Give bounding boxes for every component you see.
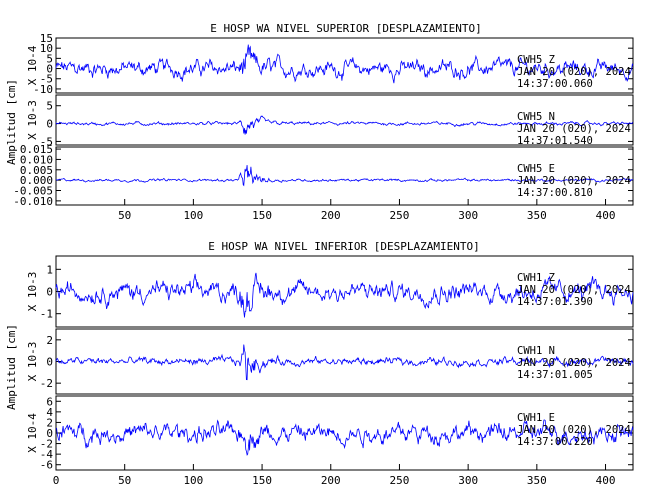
- y-tick-label: 0.000: [20, 174, 53, 187]
- y-tick-label: -10: [33, 83, 53, 96]
- x-tick-label: 250: [390, 474, 410, 487]
- time-label: 14:37:01.390: [517, 296, 593, 308]
- trace-line: [55, 272, 634, 318]
- trace-line: [55, 165, 634, 187]
- y-tick-label: 0.010: [20, 153, 53, 166]
- trace-line: [55, 44, 634, 84]
- x-tick-label: 300: [458, 209, 478, 222]
- station-label: CWH5 Z: [517, 54, 555, 66]
- date-label: JAN 20 (020), 2024: [517, 123, 631, 135]
- time-label: 14:37:01.540: [517, 135, 593, 147]
- panel-frame: [55, 94, 634, 146]
- station-label: CWH5 E: [517, 163, 555, 175]
- y-tick-label: 5: [46, 100, 53, 113]
- x-tick-label: 200: [321, 209, 341, 222]
- x-tick-label: 50: [118, 474, 131, 487]
- y-tick-label: 5: [46, 52, 53, 65]
- y-tick-label: 15: [40, 32, 53, 45]
- x-tick-label: 200: [321, 474, 341, 487]
- panel-frame: [55, 146, 634, 206]
- y-tick-label: 4: [46, 406, 53, 419]
- trace-line: [55, 344, 634, 381]
- y-tick-label: -6: [40, 459, 53, 472]
- y-tick-label: -0.005: [13, 185, 53, 198]
- trace-line: [55, 115, 634, 135]
- scale-label: X 10-3: [26, 272, 39, 312]
- time-label: 14:37:00.060: [517, 78, 593, 90]
- y-tick-label: -0.010: [13, 195, 53, 208]
- y-tick-label: -5: [40, 73, 53, 86]
- station-label: CWH5 N: [517, 111, 555, 123]
- y-tick-label: -4: [40, 448, 54, 461]
- y-tick-label: 0: [46, 63, 53, 76]
- y-tick-label: 0.005: [20, 164, 53, 177]
- date-label: JAN 20 (020), 2024: [517, 357, 631, 369]
- y-tick-label: 0: [46, 286, 53, 299]
- station-label: CWH1 N: [517, 345, 555, 357]
- y-tick-label: -5: [40, 135, 53, 148]
- y-tick-label: -2: [40, 438, 53, 451]
- bottom-chart-title: E HOSP WA NIVEL INFERIOR [DESPLAZAMIENTO…: [208, 240, 480, 253]
- scale-label: X 10-3: [26, 100, 39, 140]
- top-chart-title: E HOSP WA NIVEL SUPERIOR [DESPLAZAMIENTO…: [210, 22, 482, 35]
- panel-frame: [55, 37, 634, 94]
- scale-label: X 10-4: [26, 413, 39, 453]
- y-tick-label: 0: [46, 118, 53, 131]
- time-label: 14:37:01.005: [517, 369, 593, 381]
- y-tick-label: 2: [46, 334, 53, 347]
- y-tick-label: -1: [40, 308, 53, 321]
- x-tick-label: 150: [252, 474, 272, 487]
- y-tick-label: 1: [46, 263, 53, 276]
- x-tick-label: 400: [596, 474, 616, 487]
- top-y-axis-label: Amplitud [cm]: [5, 79, 18, 165]
- y-tick-label: 2: [46, 416, 53, 429]
- bottom-y-axis-label: Amplitud [cm]: [5, 324, 18, 410]
- scale-label: X 10-4: [26, 45, 39, 85]
- time-label: 14:37:00.220: [517, 436, 593, 448]
- x-tick-label: 50: [118, 209, 131, 222]
- station-label: CWH1 E: [517, 412, 555, 424]
- x-tick-label: 150: [252, 209, 272, 222]
- x-tick-label: 400: [596, 209, 616, 222]
- trace-line: [55, 419, 634, 456]
- station-label: CWH1 Z: [517, 272, 555, 284]
- x-tick-label: 300: [458, 474, 478, 487]
- date-label: JAN 20 (020), 2024: [517, 66, 631, 78]
- x-tick-label: 100: [183, 209, 203, 222]
- y-tick-label: 6: [46, 395, 53, 408]
- x-tick-label: 350: [527, 209, 547, 222]
- y-tick-label: 10: [40, 42, 53, 55]
- y-tick-label: -2: [40, 377, 53, 390]
- time-label: 14:37:00.810: [517, 187, 593, 199]
- y-tick-label: 0.015: [20, 143, 53, 156]
- x-tick-label: 100: [183, 474, 203, 487]
- scale-label: X 10-3: [26, 342, 39, 382]
- x-tick-label: 250: [390, 209, 410, 222]
- x-tick-label: 350: [527, 474, 547, 487]
- y-tick-label: 0: [46, 427, 53, 440]
- date-label: JAN 20 (020), 2024: [517, 424, 631, 436]
- date-label: JAN 20 (020), 2024: [517, 284, 631, 296]
- x-tick-label: 0: [53, 474, 60, 487]
- y-tick-label: 0: [46, 356, 53, 369]
- date-label: JAN 20 (020), 2024: [517, 175, 631, 187]
